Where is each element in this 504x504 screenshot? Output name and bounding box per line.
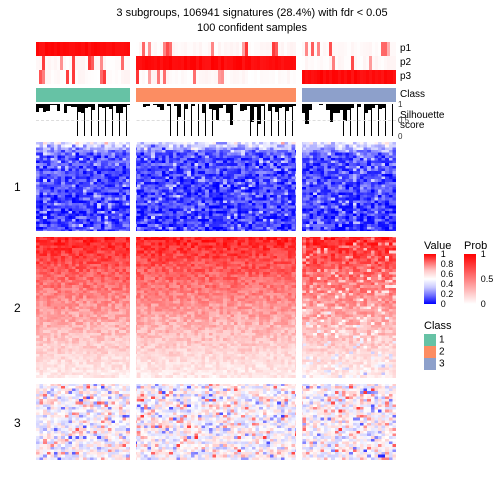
legend-class-swatch	[424, 358, 436, 370]
legend-class-label: 3	[439, 359, 445, 370]
silhouette-tick: 1	[398, 100, 402, 109]
annot-class	[36, 88, 396, 102]
label-p1: p1	[400, 43, 411, 54]
figure-root: 3 subgroups, 106941 signatures (28.4%) w…	[0, 0, 504, 504]
title-block: 3 subgroups, 106941 signatures (28.4%) w…	[0, 0, 504, 36]
label-p2: p2	[400, 57, 411, 68]
legend-prob: Prob 10.50	[464, 240, 487, 304]
legend-class-label: 1	[439, 335, 445, 346]
legend-prob-tick: 1	[481, 249, 486, 259]
legend-value-title: Value	[424, 240, 451, 252]
legend-class-label: 2	[439, 347, 445, 358]
legend-class-items: 123	[424, 334, 452, 370]
label-p3: p3	[400, 71, 411, 82]
legend-prob-gradient	[464, 254, 476, 304]
legend-value-gradient	[424, 254, 436, 304]
annot-p2	[36, 56, 396, 70]
legend-value-tick: 1	[441, 249, 446, 259]
row-cluster-label-1: 1	[14, 180, 21, 194]
legend-value-tick: 0.2	[441, 289, 454, 299]
legend-prob-tick: 0.5	[481, 274, 494, 284]
title-line-2: 100 confident samples	[0, 21, 504, 36]
heatmap	[36, 142, 396, 460]
legend-value-tick: 0.4	[441, 279, 454, 289]
annot-p3	[36, 70, 396, 84]
legend-value-tick: 0.6	[441, 269, 454, 279]
silhouette-tick: 0.5	[398, 116, 409, 125]
title-line-1: 3 subgroups, 106941 signatures (28.4%) w…	[0, 6, 504, 21]
label-class: Class	[400, 89, 425, 100]
heatmap-canvas	[36, 142, 396, 460]
legend-class-item: 2	[424, 346, 452, 358]
legend-class: Class 123	[424, 320, 452, 370]
legend-class-swatch	[424, 346, 436, 358]
annot-p1	[36, 42, 396, 56]
legend-value: Value 10.80.60.40.20	[424, 240, 451, 304]
legend-class-swatch	[424, 334, 436, 346]
legend-value-tick: 0.8	[441, 259, 454, 269]
legend-value-tick: 0	[441, 299, 446, 309]
row-cluster-label-2: 2	[14, 301, 21, 315]
silhouette-track	[36, 104, 396, 136]
legend-class-title: Class	[424, 320, 452, 332]
row-cluster-label-3: 3	[14, 416, 21, 430]
silhouette-tick: 0	[398, 132, 402, 141]
legend-prob-tick: 0	[481, 299, 486, 309]
legend-class-item: 1	[424, 334, 452, 346]
legend-class-item: 3	[424, 358, 452, 370]
